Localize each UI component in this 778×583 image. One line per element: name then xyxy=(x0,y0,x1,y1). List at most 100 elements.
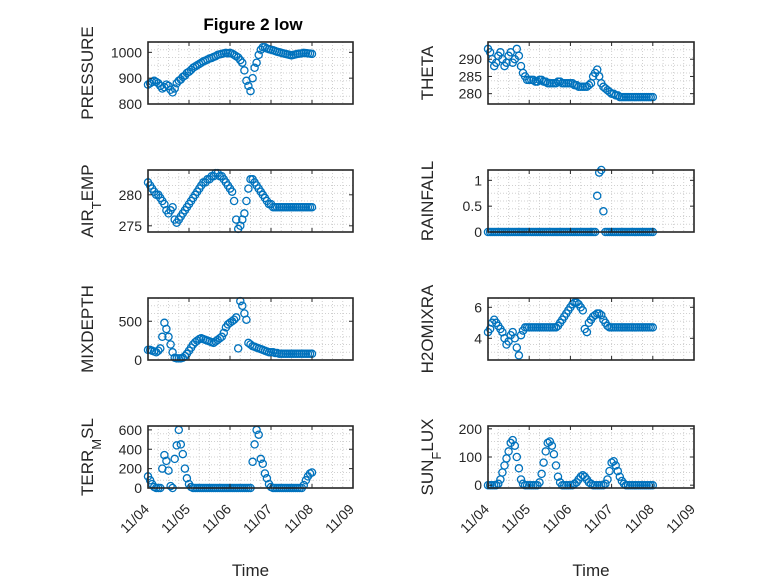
y-tick-label: 0 xyxy=(474,224,482,240)
data-point xyxy=(551,461,561,470)
x-tick-label: 11/08 xyxy=(622,501,658,537)
data-point xyxy=(160,450,169,460)
x-tick-label: 11/07 xyxy=(240,501,276,537)
data-point xyxy=(154,79,163,88)
x-tick-label: 11/04 xyxy=(457,501,493,537)
data-point xyxy=(609,456,618,466)
data-point xyxy=(229,315,239,324)
data-point xyxy=(648,323,658,332)
data-point xyxy=(514,351,524,360)
data-point xyxy=(514,464,524,473)
data-point xyxy=(605,87,614,97)
data-point xyxy=(307,468,317,477)
data-point xyxy=(256,454,266,464)
data-point xyxy=(508,435,517,445)
data-point xyxy=(613,466,623,476)
data-point xyxy=(172,441,181,450)
data-point xyxy=(605,466,614,476)
x-tick-label: 11/06 xyxy=(539,501,575,537)
data-point xyxy=(233,53,243,62)
data-point xyxy=(248,73,257,83)
axes-box xyxy=(487,169,695,233)
data-point xyxy=(547,441,557,450)
y-axis-label: THETA xyxy=(418,45,437,100)
data-point xyxy=(504,447,513,456)
data-point xyxy=(240,209,249,218)
data-point xyxy=(615,472,625,481)
data-point xyxy=(246,86,255,96)
data-point xyxy=(545,437,555,446)
data-point xyxy=(603,475,612,484)
data-point xyxy=(168,202,177,212)
data-point xyxy=(537,469,546,479)
data-point xyxy=(594,309,604,318)
data-point xyxy=(250,440,259,449)
y-tick-label: 600 xyxy=(119,422,143,438)
x-tick-label: 11/04 xyxy=(117,501,153,537)
data-point xyxy=(549,449,559,459)
data-point xyxy=(252,58,261,67)
data-point xyxy=(244,184,253,193)
data-point xyxy=(568,299,577,309)
data-point xyxy=(250,63,259,73)
data-point xyxy=(180,464,190,473)
axes-box xyxy=(147,169,354,233)
x-axis-label: Time xyxy=(232,561,269,580)
data-point xyxy=(568,79,577,88)
data-point xyxy=(170,454,179,464)
data-point xyxy=(510,441,520,450)
y-axis-label: SUNFLUX xyxy=(418,419,444,496)
data-point xyxy=(516,475,526,484)
data-point xyxy=(227,187,237,196)
subplot-8: 0 100 200 11/04 11/05 11/06 11/07 11/08 11/09 Tim… xyxy=(418,419,698,580)
y-tick-label: 1000 xyxy=(111,44,142,60)
subplot-5: 0 500 MIXDEPTH xyxy=(78,285,354,373)
figure-title: Figure 2 low xyxy=(203,15,303,34)
data-point xyxy=(254,50,263,60)
subplot-1: 800 900 1000 PRESSURE xyxy=(78,26,354,120)
data-point xyxy=(582,327,592,337)
y-axis-label: AIRTEMP xyxy=(78,164,104,237)
data-point xyxy=(512,343,522,352)
data-point xyxy=(254,430,263,439)
axes-box xyxy=(147,41,354,105)
y-tick-label: 200 xyxy=(119,461,143,477)
data-point xyxy=(238,58,247,67)
data-point xyxy=(551,79,561,88)
y-tick-label: 285 xyxy=(459,68,483,84)
y-tick-label: 1 xyxy=(474,172,482,188)
data-point xyxy=(164,332,173,342)
y-tick-label: 0.5 xyxy=(463,198,483,214)
data-point xyxy=(592,191,602,201)
data-point xyxy=(594,168,604,177)
data-point xyxy=(516,330,526,340)
data-point xyxy=(553,472,563,481)
data-point xyxy=(244,81,253,91)
y-tick-label: 275 xyxy=(119,218,143,234)
data-point xyxy=(260,469,270,478)
subplot-3: 275 280 AIRTEMP xyxy=(78,164,354,238)
x-tick-label: 11/05 xyxy=(498,501,534,537)
y-tick-label: 800 xyxy=(119,96,143,112)
y-axis-label: TERRMSL xyxy=(78,418,104,496)
axes-box xyxy=(487,297,695,361)
data-point xyxy=(162,80,171,89)
y-tick-label: 200 xyxy=(459,421,483,437)
data-point xyxy=(599,207,608,216)
data-point xyxy=(166,85,175,95)
data-point xyxy=(166,481,175,491)
data-point xyxy=(242,315,251,324)
data-point xyxy=(192,336,202,345)
y-tick-label: 0 xyxy=(134,352,142,368)
data-point xyxy=(238,301,247,311)
data-point xyxy=(156,344,165,353)
subplot-6: 4 6 H2OMIXRA xyxy=(418,284,695,373)
data-point xyxy=(162,324,171,334)
data-point xyxy=(162,456,171,466)
y-tick-label: 0 xyxy=(474,477,482,493)
axes-box xyxy=(487,41,695,105)
data-point xyxy=(539,458,548,467)
y-tick-label: 280 xyxy=(119,187,143,203)
x-tick-label: 11/07 xyxy=(580,501,616,537)
data-point xyxy=(240,66,249,75)
